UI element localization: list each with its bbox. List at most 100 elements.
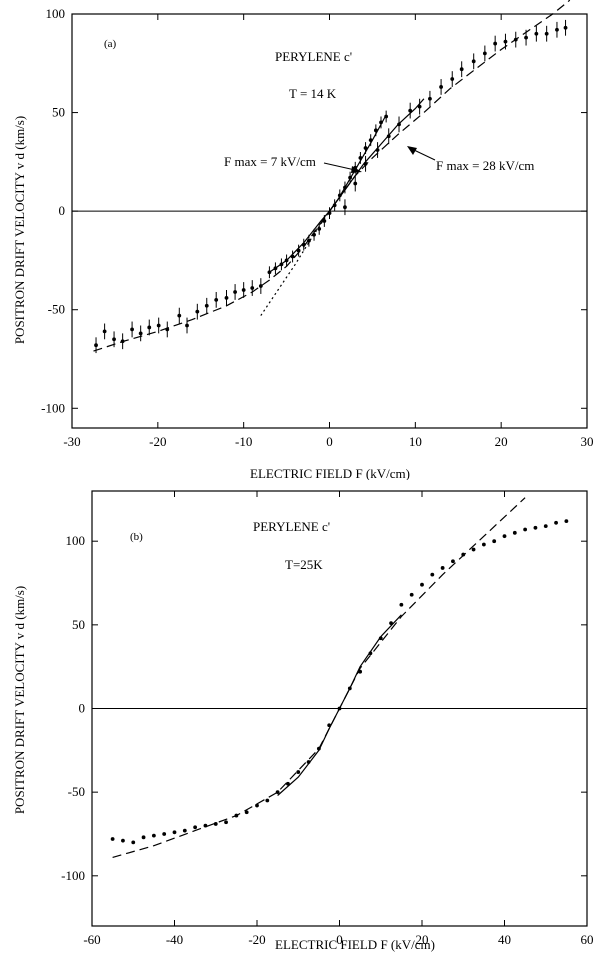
- data-point: [409, 592, 414, 597]
- data-point: [544, 31, 549, 36]
- data-point: [343, 205, 347, 210]
- data-point: [439, 85, 443, 89]
- data-point: [563, 25, 568, 30]
- y-tick-label: -50: [68, 784, 85, 799]
- y-tick-label: -100: [41, 400, 65, 415]
- data-point: [523, 527, 528, 532]
- data-point: [363, 146, 368, 150]
- x-tick-label: 10: [409, 434, 422, 449]
- series-line-solid: [329, 98, 425, 212]
- data-point: [162, 832, 167, 836]
- data-point: [177, 313, 182, 318]
- data-point: [492, 539, 497, 544]
- data-point: [493, 41, 498, 46]
- data-point: [121, 838, 125, 843]
- data-point: [296, 770, 301, 774]
- annotation-fmax28: F max = 28 kV/cm: [436, 158, 534, 173]
- x-tick-label: -20: [149, 434, 166, 449]
- data-point: [130, 327, 134, 332]
- y-tick-label: 0: [59, 203, 66, 218]
- data-point: [258, 284, 263, 288]
- data-point: [482, 51, 487, 56]
- data-point: [138, 331, 143, 336]
- data-point: [214, 297, 219, 302]
- annotation-title-b: PERYLENE c': [253, 519, 330, 534]
- series-line-dotted: [260, 210, 330, 316]
- arrow-fmax7: [323, 162, 356, 171]
- x-tick-label: -10: [235, 434, 252, 449]
- data-point: [112, 337, 116, 342]
- data-point: [193, 825, 198, 830]
- data-point: [564, 519, 569, 524]
- axes-b: -60 -40 -20 0 20 40 60 -100 -50 0 50 100: [61, 490, 594, 947]
- data-point: [417, 104, 422, 109]
- data-point: [420, 582, 424, 587]
- y-tick-label: 50: [72, 617, 85, 632]
- y-tick-label: -100: [61, 868, 85, 883]
- y-tick-label: 100: [46, 6, 66, 21]
- data-point: [156, 323, 161, 328]
- y-tick-label: 0: [79, 701, 86, 716]
- data-point: [512, 530, 517, 535]
- data-point: [255, 803, 259, 808]
- data-point: [533, 525, 538, 530]
- data-point: [459, 67, 464, 72]
- panel-label-b: (b): [130, 531, 143, 543]
- data-point: [233, 290, 237, 294]
- data-point: [555, 27, 559, 32]
- data-point: [102, 329, 107, 334]
- data-point: [147, 325, 152, 330]
- x-tick-label: 0: [326, 434, 333, 449]
- arrow-fmax7-head: [351, 166, 362, 173]
- data-point: [524, 35, 528, 40]
- data-point: [204, 303, 209, 308]
- y-axis-title-a: POSITRON DRIFT VELOCITY v d (km/s): [12, 116, 27, 344]
- x-tick-label: 20: [416, 932, 429, 947]
- data-point: [182, 828, 187, 833]
- plot-frame: [71, 13, 588, 429]
- data-point: [408, 108, 413, 113]
- data-point: [471, 547, 476, 552]
- data-point: [224, 295, 229, 300]
- panel-label-a: (a): [104, 38, 117, 50]
- x-tick-label: -60: [83, 932, 100, 947]
- data-point: [543, 524, 548, 529]
- data-point: [503, 39, 508, 44]
- annotation-title-a: PERYLENE c': [275, 49, 352, 64]
- marks-b: [110, 497, 569, 858]
- data-point: [265, 798, 270, 803]
- x-tick-label: 30: [581, 434, 594, 449]
- x-axis-title-a: ELECTRIC FIELD F (kV/cm): [250, 466, 410, 480]
- y-axis-title-b: POSITRON DRIFT VELOCITY v d (km/s): [12, 586, 27, 814]
- annotation-fmax7: F max = 7 kV/cm: [224, 154, 316, 169]
- data-point: [172, 830, 177, 835]
- arrow-fmax28-head: [407, 146, 417, 155]
- data-point: [241, 288, 246, 292]
- series-line-solid: [269, 116, 386, 273]
- data-point: [131, 840, 136, 845]
- data-point: [481, 542, 486, 547]
- series-line-solid: [277, 614, 402, 796]
- data-point: [141, 835, 146, 840]
- series-line-dashed: [112, 497, 526, 858]
- y-tick-label: 50: [52, 105, 65, 120]
- annotation-temp-b: T=25K: [285, 557, 323, 572]
- data-point: [94, 343, 98, 348]
- data-point: [451, 559, 455, 564]
- data-point: [195, 309, 200, 314]
- data-point: [502, 534, 507, 539]
- y-tick-label: -50: [48, 302, 65, 317]
- data-point: [554, 520, 558, 525]
- x-tick-label: 20: [495, 434, 508, 449]
- arrow-fmax28: [413, 149, 436, 161]
- x-axis-title-b: ELECTRIC FIELD F (kV/cm): [275, 937, 435, 952]
- x-tick-label: 40: [498, 932, 511, 947]
- data-point: [244, 810, 249, 815]
- x-tick-label: 60: [581, 932, 594, 947]
- x-tick-label: -30: [63, 434, 80, 449]
- data-point: [151, 833, 156, 838]
- data-point: [440, 566, 445, 570]
- data-point: [399, 602, 404, 607]
